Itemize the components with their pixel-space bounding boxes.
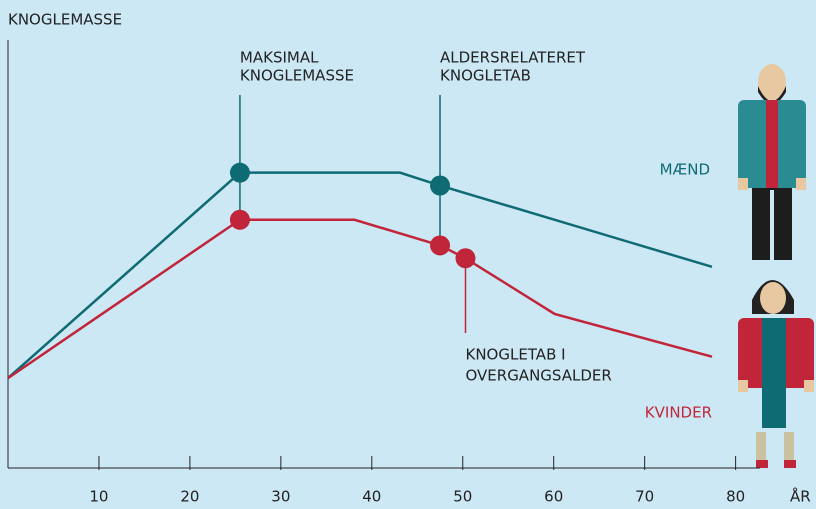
x-tick-label: 30 — [271, 488, 290, 506]
annotation-text: KNOGLETAB I — [465, 346, 565, 364]
legend-label: MÆND — [660, 161, 710, 179]
chart: KNOGLEMASSE ÅR 1020304050607080MAKSIMALK… — [0, 0, 816, 509]
annotation-text: KNOGLEMASSE — [240, 67, 354, 85]
x-tick-label: 10 — [89, 488, 108, 506]
legend-label: KVINDER — [645, 404, 712, 422]
annotation-text: OVERGANGSALDER — [465, 367, 611, 385]
woman-figure — [738, 280, 814, 468]
point-marker — [230, 210, 250, 230]
point-marker — [455, 248, 475, 268]
x-tick-label: 80 — [726, 488, 745, 506]
x-tick-label: 50 — [453, 488, 472, 506]
x-tick-label: 20 — [180, 488, 199, 506]
man-figure — [738, 64, 806, 260]
point-marker — [430, 176, 450, 196]
point-marker — [230, 163, 250, 183]
annotation-text: ALDERSRELATERET — [440, 49, 586, 67]
x-tick-label: 70 — [635, 488, 654, 506]
y-axis-label: KNOGLEMASSE — [8, 11, 122, 29]
x-tick-label: 40 — [362, 488, 381, 506]
series-line — [8, 173, 712, 378]
annotation-text: MAKSIMAL — [240, 49, 319, 67]
x-tick-label: 60 — [544, 488, 563, 506]
annotation-text: KNOGLETAB — [440, 67, 531, 85]
series-line — [8, 220, 712, 378]
point-marker — [430, 235, 450, 255]
x-axis-label: ÅR — [790, 487, 811, 506]
